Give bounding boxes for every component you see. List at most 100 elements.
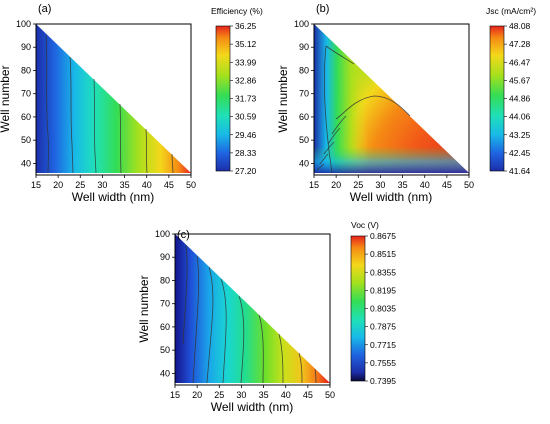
colorbar-tick-label-b-8: 41.64: [509, 166, 531, 176]
colorbar-title-b: Jsc (mA/cm²): [486, 6, 536, 16]
contour-a-1: [45, 34, 49, 174]
y-tick-label-b-6: 100: [294, 19, 309, 29]
contour-b-4: [327, 127, 341, 145]
colorbar-tick-label-b-0: 48.08: [509, 21, 531, 31]
panel-label-c: (c): [177, 229, 190, 241]
y-tick-label-c-5: 90: [160, 252, 170, 262]
contour-a-6: [171, 153, 174, 174]
y-ticks-c: 40 50 60 70 80 90 100: [155, 229, 175, 378]
y-tick-label-a-1: 50: [21, 135, 31, 145]
colorbar-tick-label-c-5: 0.7875: [370, 322, 396, 332]
y-tick-label-a-3: 70: [21, 89, 31, 99]
axis-frame-c: [174, 234, 331, 386]
y-tick-label-c-1: 50: [160, 345, 170, 355]
x-ticks-c: 15 20 25 30 35 40 45 50: [170, 385, 335, 400]
y-tick-label-b-5: 90: [299, 42, 309, 52]
colorbar-title-c: Voc (V): [351, 220, 379, 230]
colorbar-tick-label-a-7: 28.33: [235, 148, 257, 158]
y-tick-label-a-0: 40: [21, 158, 31, 168]
contour-c-7: [278, 333, 284, 384]
colorbar-b: [489, 25, 505, 172]
contour-c-9: [314, 368, 317, 384]
x-ticks-a: 15 20 25 30 35 40 45 50: [31, 175, 196, 190]
contour-a-4: [119, 103, 122, 174]
colorbar-a: [215, 25, 231, 172]
x-tick-label-a-1: 20: [53, 180, 63, 190]
colorbar-tick-label-c-0: 0.8675: [370, 231, 396, 241]
axis-frame-a: [35, 24, 192, 176]
x-tick-label-c-6: 45: [303, 390, 313, 400]
x-tick-label-a-7: 50: [186, 180, 196, 190]
y-tick-label-a-4: 80: [21, 65, 31, 75]
colorbar-ticks-b: 48.08 47.28 46.47 45.67 44.86 44.06 43.25 42.45…: [504, 21, 531, 176]
x-tick-label-b-7: 50: [464, 180, 474, 190]
x-ticks-b: 15 20 25 30 35 40 45 50: [309, 175, 474, 190]
colorbar-tick-label-b-6: 43.25: [509, 130, 531, 140]
contour-b-3: [331, 115, 347, 135]
y-tick-label-a-2: 60: [21, 112, 31, 122]
x-tick-label-c-5: 40: [281, 390, 291, 400]
contour-b-7: [316, 163, 325, 171]
x-tick-label-b-2: 25: [353, 180, 363, 190]
x-tick-label-c-1: 20: [192, 390, 202, 400]
y-tick-label-c-4: 80: [160, 275, 170, 285]
contour-b-6: [319, 153, 329, 165]
x-axis-label-a: Well width (nm): [72, 190, 154, 204]
x-tick-label-c-3: 30: [236, 390, 246, 400]
panel-a: 15 20 25 30 35 40 45 50 40 50 60 70 80 90 100 (a) Wel…: [0, 3, 263, 204]
x-tick-label-b-6: 45: [442, 180, 452, 190]
contour-c-6: [258, 314, 264, 384]
y-tick-label-c-2: 60: [160, 322, 170, 332]
x-tick-label-c-4: 35: [259, 390, 269, 400]
y-tick-label-a-5: 90: [21, 42, 31, 52]
x-tick-label-b-3: 30: [375, 180, 385, 190]
y-axis-label-c: Well number: [137, 275, 151, 342]
colorbar-tick-label-b-5: 44.06: [509, 112, 531, 122]
x-tick-label-a-3: 30: [97, 180, 107, 190]
colorbar-tick-label-c-2: 0.8355: [370, 267, 396, 277]
colorbar-tick-label-b-1: 47.28: [509, 39, 531, 49]
colorbar-tick-label-a-2: 33.99: [235, 57, 257, 67]
colorbar-tick-label-c-8: 0.7395: [370, 376, 396, 386]
contour-c-8: [298, 352, 303, 384]
colorbar-tick-label-a-4: 31.73: [235, 94, 257, 104]
y-tick-label-b-4: 80: [299, 65, 309, 75]
heatmap-b-edge-bottom: [314, 24, 469, 173]
colorbar-ticks-c: 0.8675 0.8515 0.8355 0.8195 0.8035 0.7875 0.77…: [365, 231, 396, 386]
x-tick-label-a-6: 45: [164, 180, 174, 190]
panel-label-a: (a): [38, 3, 51, 15]
y-ticks-a: 40 50 60 70 80 90 100: [16, 19, 36, 168]
x-axis-label-b: Well width (nm): [350, 190, 432, 204]
contours-c: [182, 244, 317, 384]
colorbar-tick-label-b-2: 46.47: [509, 57, 531, 67]
y-tick-label-c-0: 40: [160, 368, 170, 378]
colorbar-tick-label-a-5: 30.59: [235, 112, 257, 122]
colorbar-tick-label-b-3: 45.67: [509, 75, 531, 85]
y-tick-label-c-6: 100: [155, 229, 170, 239]
y-axis-label-b: Well number: [276, 65, 290, 132]
colorbar-ticks-a: 36.25 35.12 33.99 32.86 31.73 30.59 29.46 28.33…: [230, 21, 257, 176]
colorbar-tick-label-b-4: 44.86: [509, 94, 531, 104]
colorbar-tick-label-c-6: 0.7715: [370, 340, 396, 350]
y-tick-label-b-0: 40: [299, 158, 309, 168]
colorbar-tick-label-b-7: 42.45: [509, 148, 531, 158]
contour-a-5: [145, 128, 148, 174]
contour-c-3: [206, 266, 214, 384]
contour-a-3: [93, 78, 97, 174]
y-tick-label-b-2: 60: [299, 112, 309, 122]
contours-a: [45, 34, 174, 174]
y-axis-label-a: Well number: [0, 65, 12, 132]
x-tick-label-a-2: 25: [75, 180, 85, 190]
colorbar-tick-label-c-7: 0.7555: [370, 358, 396, 368]
panel-c: 15 20 25 30 35 40 45 50 40 50 60 70 80 90 100 (c) Wel…: [137, 220, 396, 414]
heatmap-a: [36, 24, 191, 173]
colorbar-c: [350, 235, 366, 382]
y-tick-label-b-1: 50: [299, 135, 309, 145]
contour-c-5: [238, 295, 245, 384]
y-ticks-b: 40 50 60 70 80 90 100: [294, 19, 314, 168]
axis-frame-b: [313, 24, 470, 176]
x-tick-label-a-5: 40: [142, 180, 152, 190]
x-axis-label-c: Well width (nm): [211, 400, 293, 414]
x-tick-label-c-7: 50: [325, 390, 335, 400]
